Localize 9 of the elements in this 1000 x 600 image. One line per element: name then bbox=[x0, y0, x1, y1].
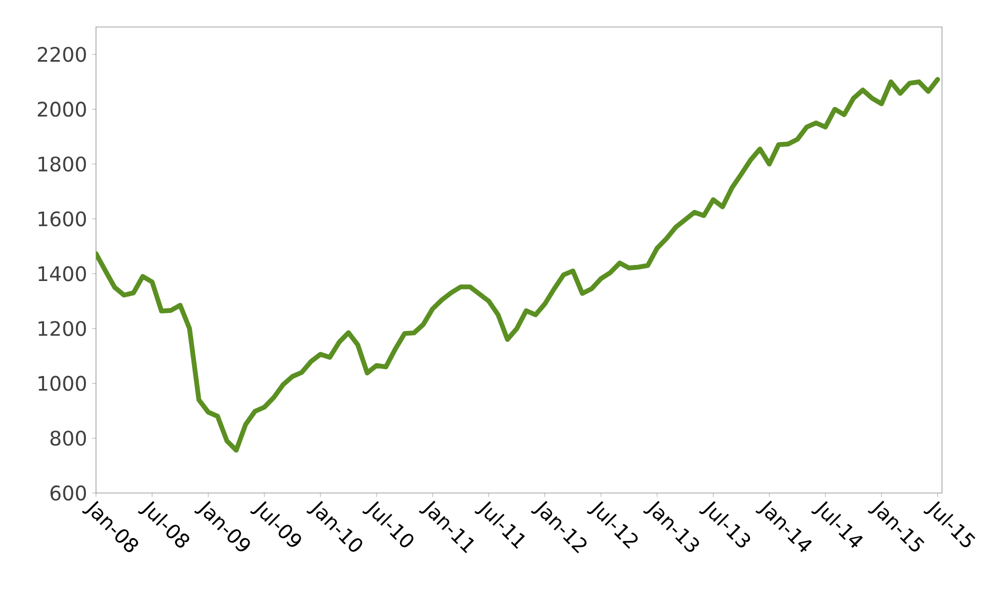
y-tick-label: 800 bbox=[50, 430, 86, 446]
y-tick-label: 1200 bbox=[38, 320, 86, 336]
y-tick-label: 2200 bbox=[38, 46, 86, 62]
y-tick-label: 1600 bbox=[38, 211, 86, 226]
y-tick-label: 1400 bbox=[38, 266, 86, 282]
y-tick-label: 1000 bbox=[38, 376, 86, 391]
y-tick-label: 600 bbox=[50, 485, 86, 501]
y-tick-label: 2000 bbox=[38, 102, 86, 117]
y-tick-label: 1800 bbox=[38, 156, 86, 172]
